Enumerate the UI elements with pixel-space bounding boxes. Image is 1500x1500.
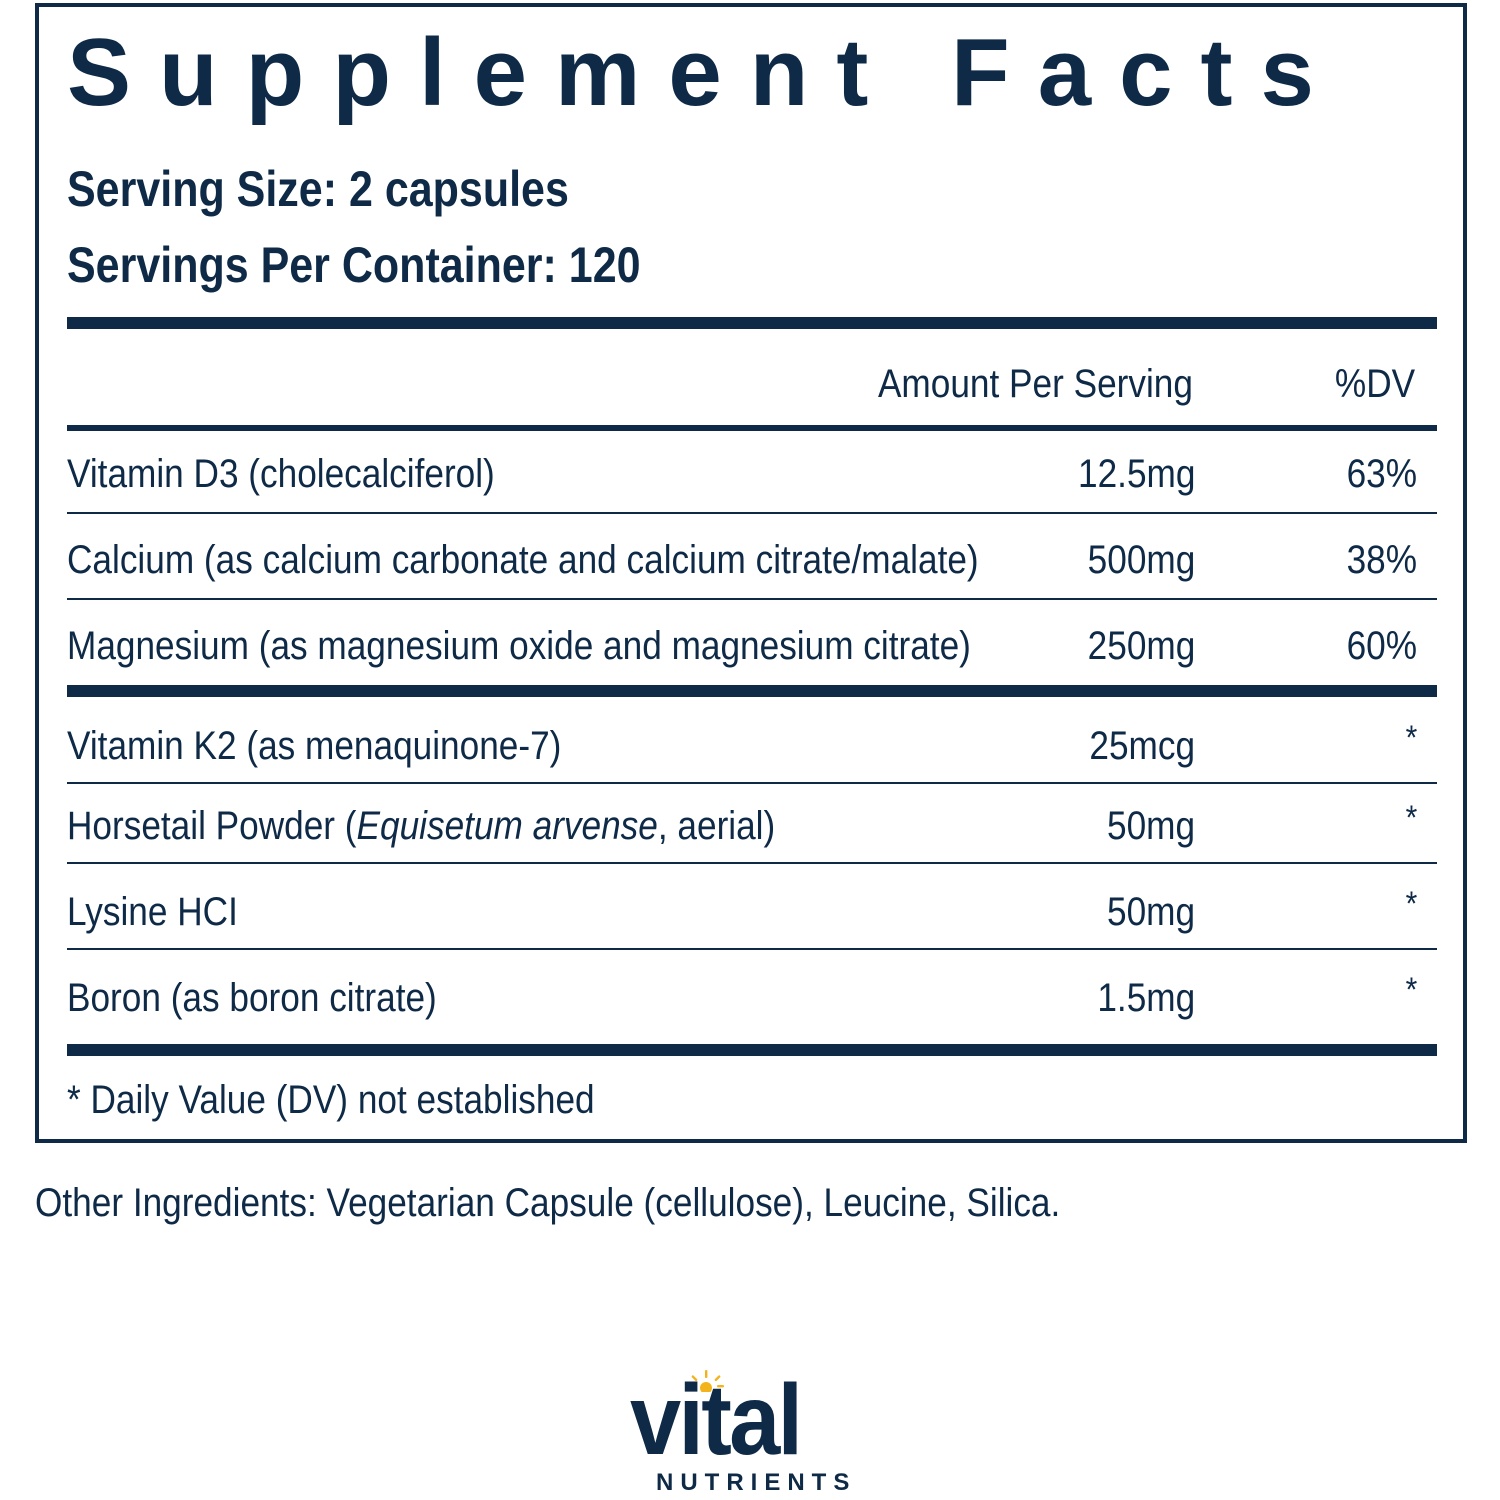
- divider-thick: [67, 1044, 1437, 1056]
- divider-thick: [67, 685, 1437, 697]
- divider-row: [67, 782, 1437, 784]
- servings-per-container: Servings Per Container: 120: [67, 237, 641, 293]
- nutrient-amount: 50mg: [1106, 804, 1195, 848]
- nutrient-amount: 12.5mg: [1077, 452, 1195, 496]
- divider-row: [67, 512, 1437, 514]
- nutrient-row: Horsetail Powder (Equisetum arvense, aer…: [67, 799, 1437, 851]
- nutrient-dv: 63%: [1346, 452, 1417, 496]
- other-ingredients: Other Ingredients: Vegetarian Capsule (c…: [35, 1181, 1061, 1225]
- nutrient-row: Calcium (as calcium carbonate and calciu…: [67, 535, 1437, 585]
- nutrient-amount: 250mg: [1087, 624, 1195, 668]
- nutrient-row: Lysine HCI 50mg *: [67, 885, 1437, 937]
- nutrient-name: Boron (as boron citrate): [67, 976, 437, 1020]
- divider-thick: [67, 317, 1437, 329]
- divider-row: [67, 862, 1437, 864]
- nutrient-name: Lysine HCI: [67, 890, 238, 934]
- brand-logo: vital NUTRIENTS: [630, 1370, 880, 1500]
- nutrient-dv: *: [1405, 719, 1417, 757]
- nutrient-name: Magnesium (as magnesium oxide and magnes…: [67, 624, 971, 668]
- header-amount-per-serving: Amount Per Serving: [878, 362, 1193, 406]
- footnote: * Daily Value (DV) not established: [67, 1078, 595, 1122]
- nutrient-name: Vitamin D3 (cholecalciferol): [67, 452, 495, 496]
- panel-title: Supplement Facts: [67, 19, 1342, 126]
- sun-icon: [688, 1370, 724, 1392]
- divider-header: [67, 425, 1437, 431]
- nutrient-row: Vitamin D3 (cholecalciferol) 12.5mg 63%: [67, 449, 1437, 499]
- nutrient-name: Vitamin K2 (as menaquinone-7): [67, 724, 562, 768]
- nutrient-latin-name: Equisetum arvense: [356, 804, 658, 848]
- nutrient-name-prefix: Horsetail Powder (: [67, 804, 357, 848]
- nutrient-dv: 38%: [1346, 538, 1417, 582]
- nutrient-dv: *: [1405, 885, 1417, 923]
- nutrient-row: Vitamin K2 (as menaquinone-7) 25mcg *: [67, 719, 1437, 771]
- nutrient-name-suffix: , aerial): [657, 804, 776, 848]
- nutrient-name: Calcium (as calcium carbonate and calciu…: [67, 538, 979, 582]
- nutrient-amount: 1.5mg: [1097, 976, 1195, 1020]
- brand-wordmark: vital: [630, 1364, 803, 1476]
- nutrient-row: Magnesium (as magnesium oxide and magnes…: [67, 621, 1437, 671]
- divider-row: [67, 948, 1437, 950]
- serving-size: Serving Size: 2 capsules: [67, 161, 569, 217]
- supplement-facts-panel: Supplement Facts Serving Size: 2 capsule…: [35, 3, 1467, 1143]
- nutrient-dv: *: [1405, 799, 1417, 837]
- brand-subtitle: NUTRIENTS: [656, 1469, 857, 1496]
- divider-row: [67, 598, 1437, 600]
- header-daily-value: %DV: [1334, 362, 1415, 406]
- nutrient-amount: 50mg: [1106, 890, 1195, 934]
- nutrient-amount: 500mg: [1087, 538, 1195, 582]
- nutrient-row: Boron (as boron citrate) 1.5mg *: [67, 971, 1437, 1023]
- nutrient-amount: 25mcg: [1089, 724, 1195, 768]
- nutrient-name: Horsetail Powder (Equisetum arvense, aer…: [67, 801, 775, 851]
- nutrient-dv: *: [1405, 971, 1417, 1009]
- nutrient-dv: 60%: [1346, 624, 1417, 668]
